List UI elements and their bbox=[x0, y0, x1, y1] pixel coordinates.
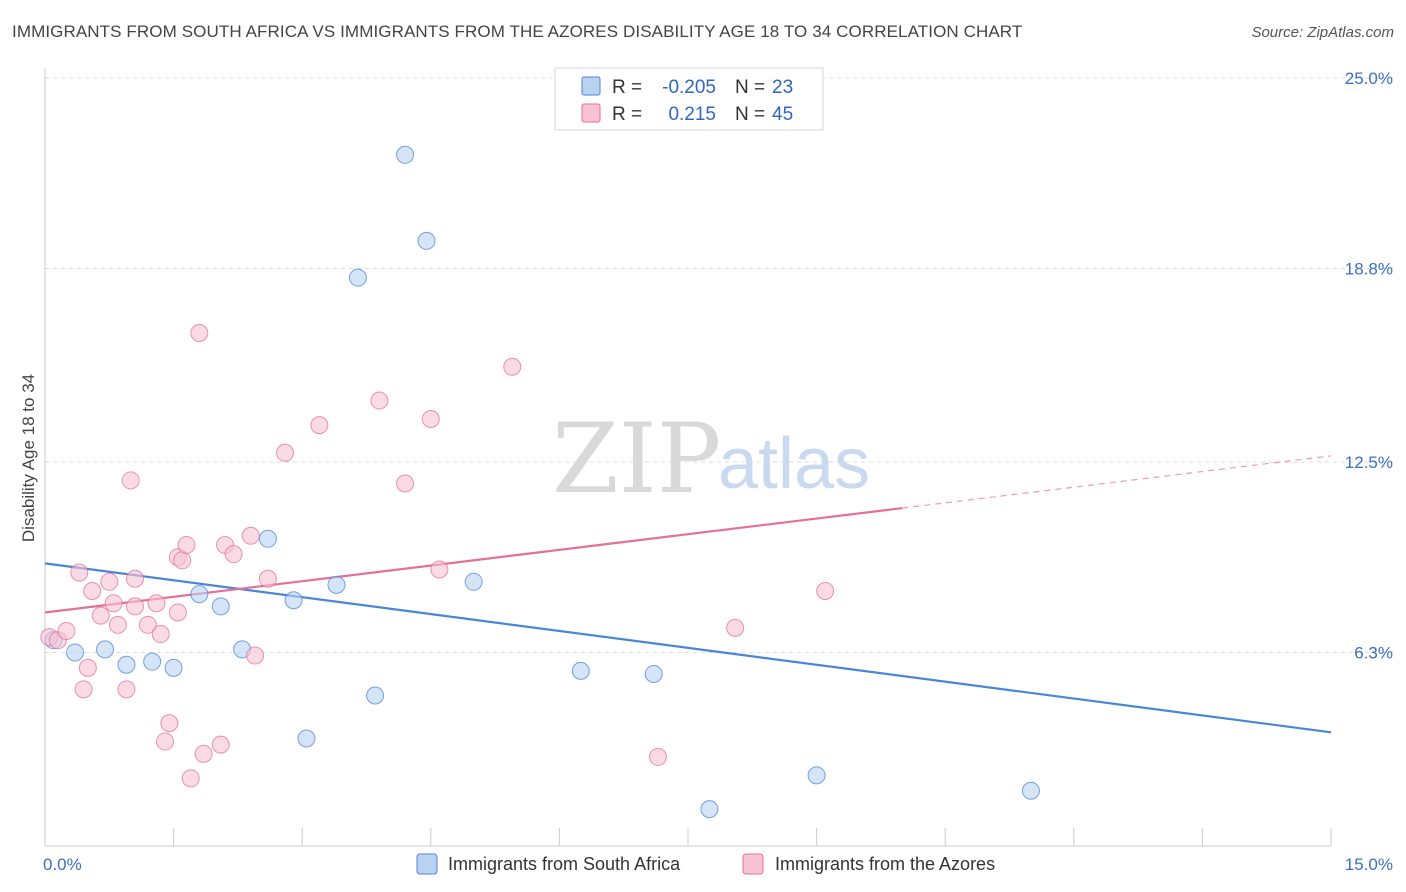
legend-r-label-azores: R = bbox=[612, 104, 642, 125]
y-tick-labels: 6.3% 12.5% 18.8% 25.0% bbox=[1345, 69, 1393, 662]
x-tick-label-1: 15.0% bbox=[1345, 855, 1393, 874]
y-axis-label: Disability Age 18 to 34 bbox=[19, 374, 38, 542]
legend-r-label-south-africa: R = bbox=[612, 77, 642, 98]
point-series-1-37 bbox=[421, 409, 440, 428]
y-tick-label-2: 18.8% bbox=[1345, 259, 1393, 278]
point-series-1-8 bbox=[100, 572, 119, 591]
point-series-1-13 bbox=[126, 597, 145, 616]
legend-swatch-south-africa bbox=[581, 76, 601, 96]
data-points bbox=[40, 145, 1040, 819]
point-series-1-36 bbox=[396, 474, 415, 493]
point-series-0-13 bbox=[348, 268, 367, 287]
point-series-1-24 bbox=[181, 769, 200, 788]
legend-n-value-azores: 45 bbox=[772, 104, 793, 125]
legend-n-label-south-africa: N = bbox=[735, 77, 765, 98]
series-legend-swatch-azores bbox=[742, 853, 764, 875]
trend-lines bbox=[44, 455, 1332, 734]
point-series-1-29 bbox=[224, 545, 243, 564]
watermark-zip: ZIP bbox=[552, 403, 721, 515]
series-legend-label-south-africa: Immigrants from South Africa bbox=[448, 854, 681, 874]
point-series-0-7 bbox=[211, 597, 230, 616]
point-series-0-19 bbox=[644, 664, 663, 683]
point-series-1-22 bbox=[173, 551, 192, 570]
x-tick-labels: 0.0% 15.0% bbox=[43, 855, 1393, 874]
point-series-1-3 bbox=[70, 563, 89, 582]
point-series-0-11 bbox=[297, 729, 316, 748]
point-series-0-18 bbox=[571, 661, 590, 680]
point-series-1-12 bbox=[121, 471, 140, 490]
point-series-1-41 bbox=[726, 618, 745, 637]
point-series-1-2 bbox=[57, 621, 76, 640]
series-legend: Immigrants from South Africa Immigrants … bbox=[416, 853, 995, 875]
point-series-0-2 bbox=[96, 640, 115, 659]
point-series-0-22 bbox=[1021, 781, 1040, 800]
correlation-legend: R = -0.205 N = 23 R = 0.215 N = 45 bbox=[554, 67, 824, 131]
point-series-1-6 bbox=[83, 582, 102, 601]
point-series-1-33 bbox=[276, 443, 295, 462]
legend-swatch-azores bbox=[581, 103, 601, 123]
point-series-1-9 bbox=[104, 594, 123, 613]
series-legend-label-azores: Immigrants from the Azores bbox=[775, 854, 995, 874]
point-series-0-4 bbox=[143, 652, 162, 671]
point-series-1-17 bbox=[151, 625, 170, 644]
point-series-0-17 bbox=[464, 572, 483, 591]
point-series-1-31 bbox=[246, 646, 265, 665]
trend-line-series-1 bbox=[44, 506, 903, 614]
point-series-1-42 bbox=[816, 582, 835, 601]
point-series-0-9 bbox=[258, 529, 277, 548]
point-series-0-3 bbox=[117, 655, 136, 674]
point-series-0-5 bbox=[164, 658, 183, 677]
legend-n-label-azores: N = bbox=[735, 104, 765, 125]
point-series-1-34 bbox=[310, 416, 329, 435]
point-series-1-20 bbox=[168, 603, 187, 622]
point-series-0-6 bbox=[190, 585, 209, 604]
point-series-1-18 bbox=[156, 732, 175, 751]
chart-title: IMMIGRANTS FROM SOUTH AFRICA VS IMMIGRAN… bbox=[12, 22, 1023, 41]
point-series-1-39 bbox=[503, 357, 522, 376]
watermark-atlas: atlas bbox=[718, 424, 870, 504]
y-tick-label-0: 6.3% bbox=[1354, 643, 1393, 662]
point-series-1-4 bbox=[74, 680, 93, 699]
point-series-1-11 bbox=[117, 680, 136, 699]
point-series-1-7 bbox=[91, 606, 110, 625]
point-series-1-10 bbox=[108, 615, 127, 634]
point-series-0-10 bbox=[284, 591, 303, 610]
point-series-0-1 bbox=[66, 643, 85, 662]
trend-line-dashed-series-1 bbox=[902, 455, 1332, 509]
point-series-1-40 bbox=[648, 747, 667, 766]
point-series-1-38 bbox=[430, 560, 449, 579]
legend-r-value-azores: 0.215 bbox=[668, 104, 716, 125]
point-series-0-14 bbox=[366, 686, 385, 705]
legend-r-value-south-africa: -0.205 bbox=[662, 77, 716, 98]
point-series-0-15 bbox=[396, 145, 415, 164]
point-series-1-30 bbox=[241, 526, 260, 545]
point-series-0-12 bbox=[327, 575, 346, 594]
point-series-1-19 bbox=[160, 714, 179, 733]
point-series-1-15 bbox=[138, 615, 157, 634]
watermark: ZIP atlas bbox=[552, 403, 870, 515]
y-tick-label-1: 12.5% bbox=[1345, 453, 1393, 472]
y-tick-label-3: 25.0% bbox=[1345, 69, 1393, 88]
series-legend-swatch-south-africa bbox=[416, 853, 438, 875]
trend-line-series-0 bbox=[44, 562, 1332, 734]
axes bbox=[44, 68, 1332, 847]
point-series-0-20 bbox=[700, 800, 719, 819]
source-label: Source: ZipAtlas.com bbox=[1251, 24, 1394, 41]
point-series-1-27 bbox=[211, 735, 230, 754]
point-series-1-32 bbox=[258, 569, 277, 588]
point-series-1-5 bbox=[78, 658, 97, 677]
point-series-1-26 bbox=[194, 744, 213, 763]
grid-lines bbox=[45, 77, 1394, 653]
point-series-1-25 bbox=[190, 323, 209, 342]
x-tick-label-0: 0.0% bbox=[43, 855, 82, 874]
point-series-1-14 bbox=[126, 569, 145, 588]
point-series-1-16 bbox=[147, 594, 166, 613]
point-series-1-23 bbox=[177, 535, 196, 554]
point-series-0-16 bbox=[417, 231, 436, 250]
legend-n-value-south-africa: 23 bbox=[772, 77, 793, 98]
point-series-1-35 bbox=[370, 391, 389, 410]
point-series-0-21 bbox=[807, 766, 826, 785]
